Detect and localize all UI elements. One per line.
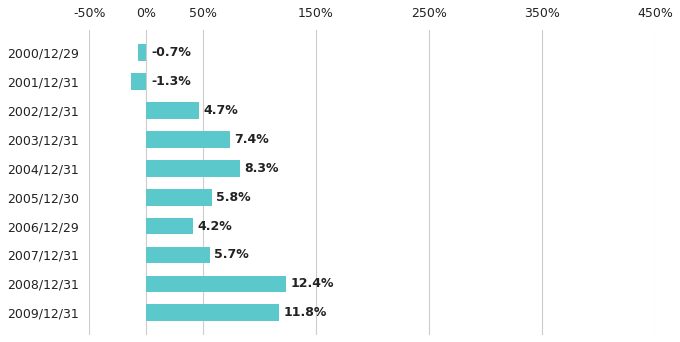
Bar <box>146 189 211 206</box>
Text: 4.7%: 4.7% <box>203 104 238 117</box>
Text: 5.8%: 5.8% <box>216 191 250 204</box>
Bar <box>146 247 210 263</box>
Bar <box>146 102 199 119</box>
Text: -1.3%: -1.3% <box>151 75 191 88</box>
Bar <box>131 73 146 90</box>
Text: 12.4%: 12.4% <box>290 277 334 290</box>
Bar <box>146 160 240 176</box>
Text: 7.4%: 7.4% <box>234 133 269 146</box>
Text: 8.3%: 8.3% <box>244 162 278 175</box>
Bar <box>146 218 194 235</box>
Bar <box>138 44 146 61</box>
Bar <box>146 304 279 321</box>
Text: -0.7%: -0.7% <box>151 46 191 59</box>
Bar <box>146 276 286 292</box>
Text: 4.2%: 4.2% <box>197 220 232 233</box>
Text: 5.7%: 5.7% <box>214 249 249 262</box>
Text: 11.8%: 11.8% <box>284 306 327 319</box>
Bar <box>146 131 230 148</box>
